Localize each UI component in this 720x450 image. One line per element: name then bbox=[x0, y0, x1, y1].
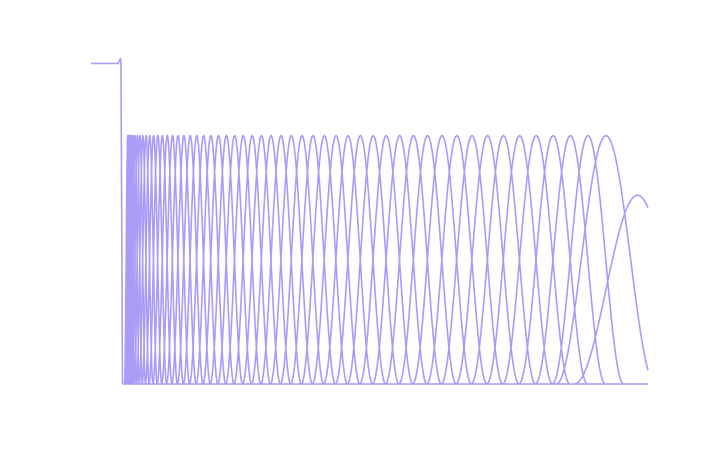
basis-curve-26 bbox=[209, 134, 244, 385]
basis-curve-32 bbox=[260, 134, 302, 385]
basis-curve-55 bbox=[556, 134, 649, 385]
basis-curve-44 bbox=[398, 134, 457, 385]
basis-curve-11 bbox=[135, 134, 150, 385]
basis-curve-10 bbox=[133, 134, 147, 385]
basis-curve-27 bbox=[217, 134, 253, 385]
basis-curve-16 bbox=[152, 134, 173, 385]
basis-curve-28 bbox=[225, 134, 262, 385]
basis-curve-8 bbox=[130, 134, 141, 385]
basis-curve-51 bbox=[502, 134, 571, 385]
basis-curve-38 bbox=[323, 134, 374, 385]
basis-curve-24 bbox=[195, 134, 227, 385]
basis-curve-22 bbox=[182, 134, 211, 385]
basis-curve-46 bbox=[426, 134, 488, 385]
basis-curve-31 bbox=[250, 134, 292, 385]
basis-curve-45 bbox=[412, 134, 472, 385]
basis-curve-15 bbox=[148, 134, 168, 385]
basis-curve-47 bbox=[440, 134, 504, 385]
basis-curve-9 bbox=[131, 134, 143, 385]
basis-curve-34 bbox=[279, 134, 325, 385]
basis-curve-50 bbox=[486, 134, 553, 385]
basis-curve-48 bbox=[455, 134, 520, 385]
basis-curve-49 bbox=[470, 134, 536, 385]
basis-curve-12 bbox=[138, 134, 154, 385]
basis-curve-25 bbox=[202, 134, 235, 385]
basis-curve-42 bbox=[371, 134, 428, 385]
basis-curve-53 bbox=[534, 134, 606, 385]
basis-curve-52 bbox=[518, 134, 588, 385]
basis-curve-29 bbox=[233, 134, 272, 385]
basis-curve-37 bbox=[311, 134, 361, 385]
basis-curve-13 bbox=[141, 134, 158, 385]
basis-curve-17 bbox=[156, 134, 179, 385]
basis-curve-19 bbox=[165, 134, 191, 385]
series-line-step bbox=[91, 57, 124, 385]
basis-curve-39 bbox=[334, 134, 387, 385]
basis-curve-20 bbox=[171, 134, 197, 385]
basis-curve-40 bbox=[346, 134, 400, 385]
basis-curve-56 bbox=[574, 194, 649, 385]
basis-curve-33 bbox=[269, 134, 313, 385]
basis-curve-30 bbox=[241, 134, 282, 385]
basis-curve-35 bbox=[290, 134, 336, 385]
basis-curve-54 bbox=[551, 134, 625, 385]
basis-curve-14 bbox=[144, 134, 163, 385]
basis-curve-21 bbox=[176, 134, 204, 385]
basis-curve-18 bbox=[160, 134, 185, 385]
basis-curve-36 bbox=[300, 134, 348, 385]
basis-curve-43 bbox=[385, 134, 442, 385]
curves-group bbox=[91, 57, 649, 385]
basis-curve-41 bbox=[359, 134, 414, 385]
basis-curve-23 bbox=[188, 134, 219, 385]
